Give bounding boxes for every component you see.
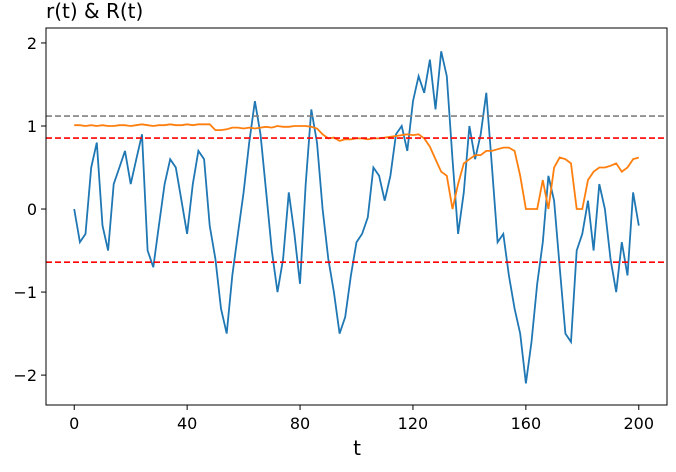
- y-tick-label: 1: [27, 117, 37, 136]
- x-tick-label: 200: [623, 414, 654, 433]
- x-tick-label: 120: [398, 414, 429, 433]
- chart-title: r(t) & R(t): [46, 0, 143, 23]
- y-tick-label: 0: [27, 200, 37, 219]
- plot-frame: [45, 27, 668, 406]
- series-line: [74, 123, 640, 210]
- y-tick-label: 2: [27, 34, 37, 53]
- x-tick-label: 160: [511, 414, 542, 433]
- x-axis-label: t: [353, 436, 361, 460]
- series-line: [73, 51, 640, 384]
- x-tick-label: 40: [177, 414, 197, 433]
- y-tick-label: −1: [13, 283, 37, 302]
- y-tick-label: −2: [13, 366, 37, 385]
- x-tick-label: 80: [290, 414, 310, 433]
- x-tick-label: 0: [69, 414, 79, 433]
